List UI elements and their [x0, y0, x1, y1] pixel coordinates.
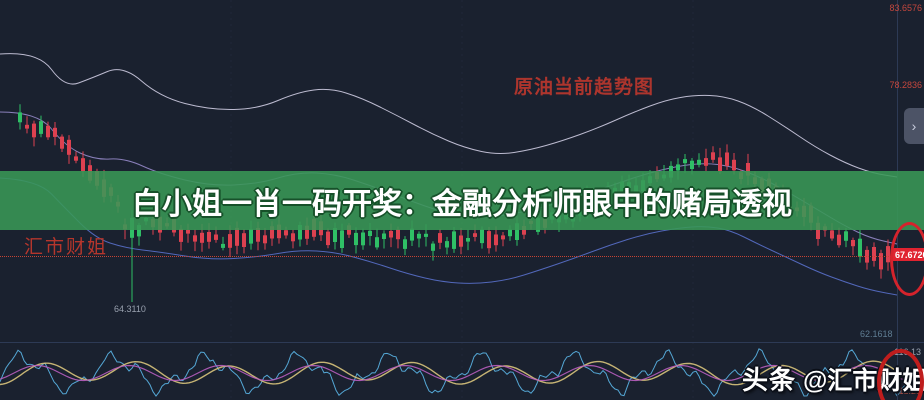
- price-label-lower: 62.1618: [860, 329, 893, 339]
- branding-logo-text: 头条: [742, 365, 797, 395]
- price-label-session-low: 64.3110: [114, 304, 146, 314]
- headline-banner: 白小姐一肖一码开奖：金融分析师眼中的赌局透视: [0, 171, 924, 230]
- annotation-circle-price: [890, 222, 924, 296]
- chevron-right-icon: ›: [911, 118, 917, 134]
- panel-toggle-tab[interactable]: ›: [904, 108, 924, 144]
- current-price-line: [0, 256, 897, 257]
- headline-text: 白小姐一肖一码开奖：金融分析师眼中的赌局透视: [132, 187, 792, 221]
- chart-title: 原油当前趋势图: [514, 77, 655, 98]
- price-label-top: 83.6576: [889, 3, 922, 13]
- indicator-panel-divider: [0, 342, 924, 343]
- price-label-upper: 78.2836: [889, 80, 922, 90]
- annotation-circle-branding: [877, 349, 924, 400]
- watermark-text: 汇市财姐: [24, 237, 109, 258]
